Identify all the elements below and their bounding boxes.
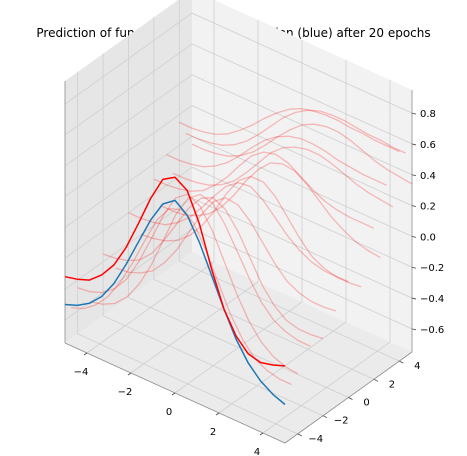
floor-edge — [64, 342, 413, 444]
faint-prediction-line — [191, 123, 413, 185]
z-tick-label: −0.4 — [420, 294, 444, 305]
main-series-lines — [64, 176, 286, 406]
y-tick-mark — [348, 397, 353, 400]
faint-prediction-line — [172, 146, 394, 208]
real-function-line — [64, 199, 286, 406]
grid-line-x — [262, 80, 391, 434]
z-tick-label: 0.8 — [420, 109, 436, 120]
grid-line-z — [64, 197, 413, 299]
grid-line-z — [64, 105, 413, 206]
x-tick-label: 2 — [210, 427, 216, 438]
y-tick-label: 0 — [363, 398, 369, 409]
faint-prediction-line — [166, 135, 387, 186]
z-tick-mark — [411, 143, 417, 146]
z-tick-label: 0.6 — [420, 140, 436, 151]
grid-line-z — [64, 12, 413, 114]
faint-prediction-line — [179, 107, 400, 153]
y-tick-label: −2 — [334, 416, 349, 427]
x-tick-mark — [83, 352, 88, 356]
x-tick-label: 4 — [254, 447, 260, 456]
grid-line-z — [64, 74, 413, 176]
faint-prediction-line — [185, 109, 406, 154]
x-tick-mark — [259, 432, 264, 436]
y-tick-label: 4 — [414, 361, 420, 372]
grid-line-y — [178, 0, 400, 362]
grid-line-x — [130, 20, 259, 374]
z-tick-mark — [411, 112, 417, 115]
z-tick-mark — [411, 236, 417, 238]
x-tick-mark — [127, 372, 132, 376]
faint-prediction-line — [90, 193, 311, 347]
faint-prediction-line — [140, 175, 362, 288]
faint-prediction-line — [153, 151, 375, 229]
x-tick-label: 0 — [166, 407, 172, 418]
x-tick-mark — [215, 412, 220, 416]
x-tick-mark — [171, 392, 176, 396]
z-tick-mark — [411, 297, 417, 300]
grid-line-x — [174, 40, 303, 394]
grid-line-y — [77, 71, 298, 435]
tick-labels: −4 −2 0 2 4 −4 −2 0 2 4 −0.6 −0.4 −0.2 0.0 0.2 0.4 0.6 0.… — [74, 109, 445, 456]
z-tick-label: −0.2 — [420, 263, 444, 274]
grid-line-y — [128, 35, 349, 398]
x-tick-label: −4 — [74, 367, 89, 378]
grid-line-z — [64, 135, 413, 237]
z-tick-mark — [411, 328, 417, 331]
faint-prediction-line — [102, 197, 324, 340]
grid-line-x — [86, 0, 215, 354]
z-tick-label: 0.0 — [420, 232, 436, 243]
y-tick-mark — [297, 433, 302, 437]
predicted-function-line — [64, 176, 286, 367]
grid-lines — [64, 0, 413, 435]
faint-prediction-lines — [71, 107, 413, 386]
y-tick-mark — [373, 378, 379, 382]
x-tick-label: −2 — [118, 387, 133, 398]
faint-prediction-line — [128, 181, 349, 283]
faint-prediction-line — [77, 193, 299, 375]
grid-line-z — [64, 43, 413, 145]
z-tick-label: −0.6 — [420, 325, 444, 336]
z-tick-label: 0.2 — [420, 202, 436, 213]
y-tick-label: 2 — [389, 379, 395, 390]
y-tick-mark — [322, 415, 328, 419]
grid-line-y — [153, 17, 375, 380]
z-tick-label: 0.4 — [420, 171, 436, 182]
y-tick-label: −4 — [308, 434, 323, 445]
y-tick-mark — [399, 360, 404, 364]
faint-prediction-line — [115, 197, 337, 312]
z-tick-mark — [411, 205, 417, 207]
z-tick-mark — [411, 174, 417, 177]
grid-line-y — [102, 53, 324, 417]
z-tick-mark — [411, 266, 417, 269]
axis-lines — [64, 81, 413, 444]
grid-line-z — [64, 166, 413, 268]
